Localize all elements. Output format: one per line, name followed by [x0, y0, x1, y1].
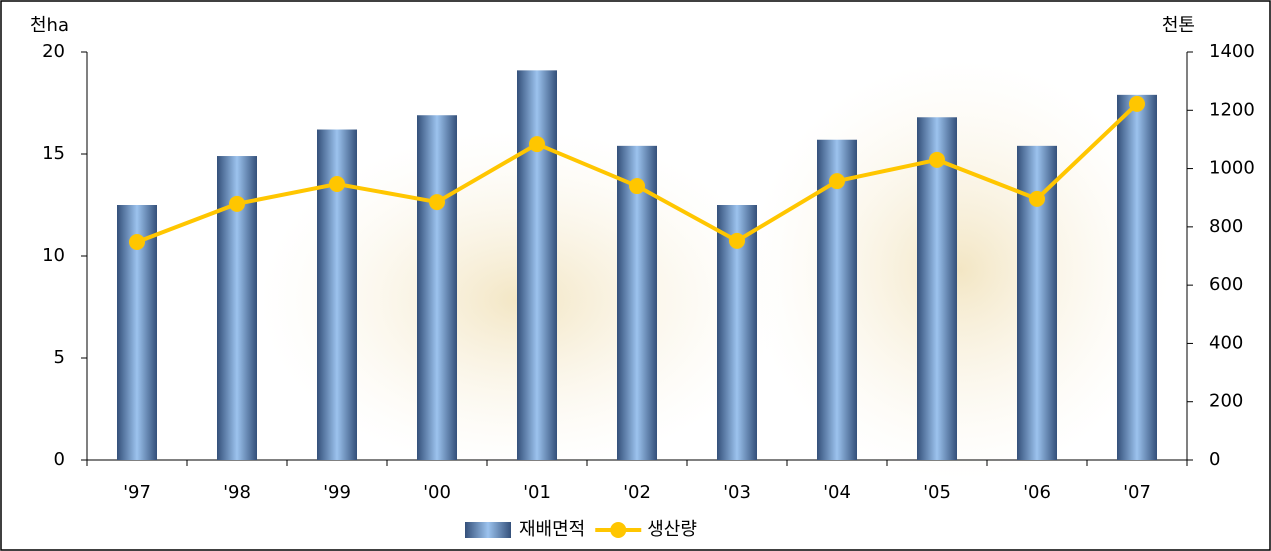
y2-tick-label: 200	[1209, 391, 1243, 412]
marker	[129, 234, 145, 251]
marker	[529, 136, 545, 153]
y2-axis-label: 천톤	[1162, 15, 1195, 36]
marker	[429, 194, 445, 211]
x-tick-label: '05	[923, 482, 951, 503]
bar	[417, 115, 457, 461]
marker	[229, 195, 245, 212]
marker	[1129, 95, 1145, 112]
x-tick-label: '04	[823, 482, 851, 503]
bar	[917, 117, 957, 460]
x-tick-label: '06	[1023, 482, 1051, 503]
marker	[629, 178, 645, 195]
bar	[617, 145, 657, 460]
x-tick-label: '00	[423, 482, 451, 503]
y-tick-label: 0	[54, 449, 65, 470]
x-tick-label: '99	[323, 482, 351, 503]
y-tick-label: 5	[54, 347, 65, 368]
y2-tick-label: 1200	[1209, 99, 1255, 120]
x-tick-label: '98	[223, 482, 251, 503]
bar	[817, 139, 857, 460]
marker	[929, 151, 945, 168]
y2-tick-label: 1400	[1209, 41, 1255, 62]
legend-swatch	[610, 522, 627, 538]
background-onion	[750, 60, 1170, 480]
y2-tick-label: 1000	[1209, 158, 1255, 179]
marker	[1029, 190, 1045, 207]
y2-tick-label: 400	[1209, 332, 1243, 353]
x-tick-label: '02	[623, 482, 651, 503]
x-tick-label: '01	[523, 482, 551, 503]
marker	[329, 176, 345, 193]
x-tick-label: '03	[723, 482, 751, 503]
x-tick-label: '97	[123, 482, 151, 503]
y-tick-label: 10	[42, 245, 65, 266]
marker	[829, 173, 845, 190]
legend-swatch	[465, 522, 511, 538]
legend-label: 재배면적	[519, 519, 585, 540]
y2-tick-label: 600	[1209, 274, 1243, 295]
y-tick-label: 15	[42, 143, 65, 164]
x-tick-label: '07	[1123, 482, 1151, 503]
y-tick-label: 20	[42, 41, 65, 62]
y2-tick-label: 800	[1209, 216, 1243, 237]
y-axis-label: 천ha	[30, 15, 69, 36]
bar	[1117, 94, 1157, 460]
marker	[729, 232, 745, 249]
bar	[517, 70, 557, 461]
legend-label: 생산량	[647, 519, 697, 540]
y2-tick-label: 0	[1209, 449, 1220, 470]
